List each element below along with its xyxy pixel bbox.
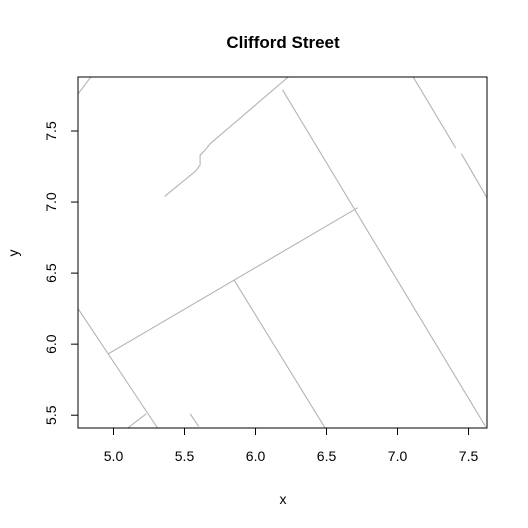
street-segment	[189, 413, 200, 427]
street-segment	[164, 77, 289, 197]
x-axis-label: x	[280, 491, 287, 507]
x-axis: 5.0 5.5 6.0 6.5 7.0 7.5	[104, 427, 479, 464]
street-segment	[282, 89, 487, 427]
x-tick-label: 6.5	[317, 448, 337, 464]
y-tick-label: 7.0	[43, 192, 59, 212]
y-axis-label: y	[5, 250, 21, 257]
plot-frame	[77, 76, 488, 429]
y-tick-label: 5.5	[43, 405, 59, 425]
street-segment	[460, 153, 487, 199]
street-segment	[412, 77, 457, 149]
y-tick-label: 6.5	[43, 263, 59, 283]
street-segment	[233, 279, 326, 428]
street-lines	[78, 77, 487, 428]
chart-title: Clifford Street	[226, 33, 340, 52]
x-tick-label: 7.5	[459, 448, 479, 464]
x-tick-label: 6.0	[246, 448, 266, 464]
x-tick-label: 7.0	[388, 448, 408, 464]
y-tick-label: 6.0	[43, 334, 59, 354]
street-segment	[127, 413, 147, 428]
street-segment	[78, 308, 158, 428]
x-tick-label: 5.0	[104, 448, 124, 464]
x-tick-label: 5.5	[175, 448, 195, 464]
street-segment	[78, 77, 92, 95]
y-axis: 5.5 6.0 6.5 7.0 7.5	[43, 121, 79, 425]
street-segment	[107, 207, 359, 355]
y-tick-label: 7.5	[43, 121, 59, 141]
